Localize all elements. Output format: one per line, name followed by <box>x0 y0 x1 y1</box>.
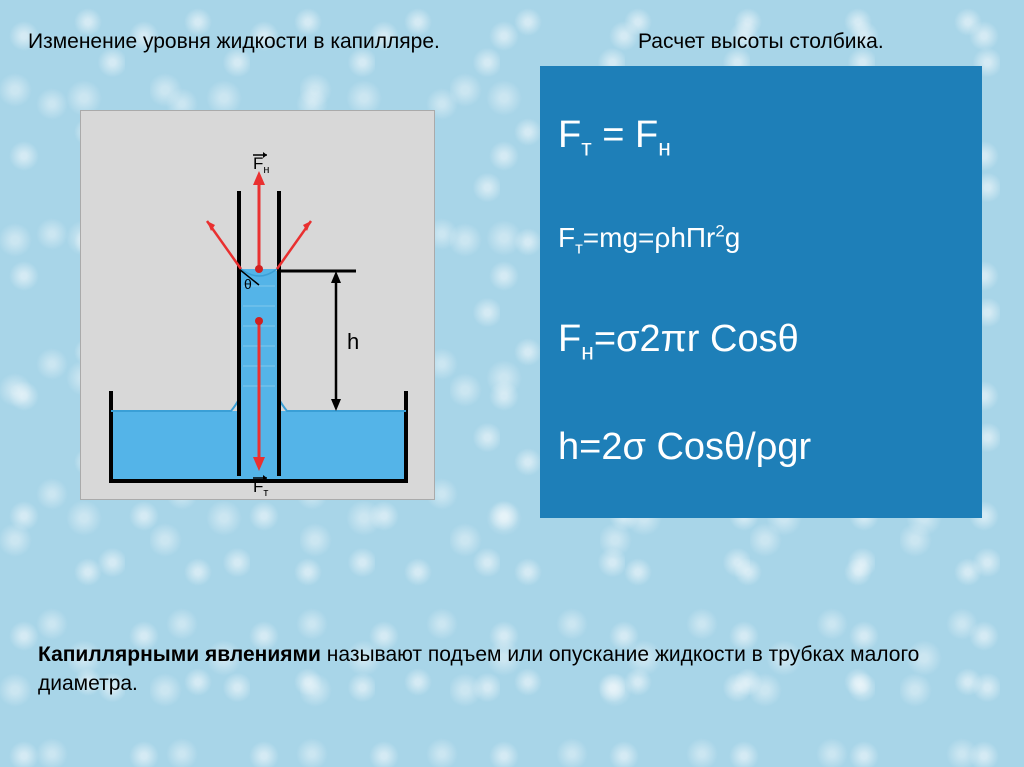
formula-2: Fт=mg=ρhПr2g <box>558 221 964 259</box>
formula-box: Fт = Fн Fт=mg=ρhПr2g Fн=σ2πr Cosθ h=2σ C… <box>540 66 982 518</box>
slide-content: Изменение уровня жидкости в капилляре. Р… <box>0 0 1024 767</box>
title-left: Изменение уровня жидкости в капилляре. <box>28 30 440 54</box>
h-label: h <box>347 329 359 354</box>
meniscus-right <box>279 399 406 411</box>
force-origin-bottom <box>255 317 263 325</box>
definition-text: Капиллярными явлениями называют подъем и… <box>38 640 958 699</box>
meniscus-left <box>111 399 239 411</box>
definition-bold: Капиллярными явлениями <box>38 643 321 666</box>
theta-label: θ <box>244 276 252 292</box>
formula-4: h=2σ Cosθ/ρgr <box>558 425 964 471</box>
capillary-diagram: θ Fн Fт h <box>80 110 435 500</box>
force-origin-top <box>255 265 263 273</box>
formula-1: Fт = Fн <box>558 113 964 162</box>
f-up-label: Fн <box>253 154 269 176</box>
title-right: Расчет высоты столбика. <box>638 30 884 54</box>
formula-3: Fн=σ2πr Cosθ <box>558 317 964 366</box>
capillary-svg: θ Fн Fт h <box>81 111 436 501</box>
